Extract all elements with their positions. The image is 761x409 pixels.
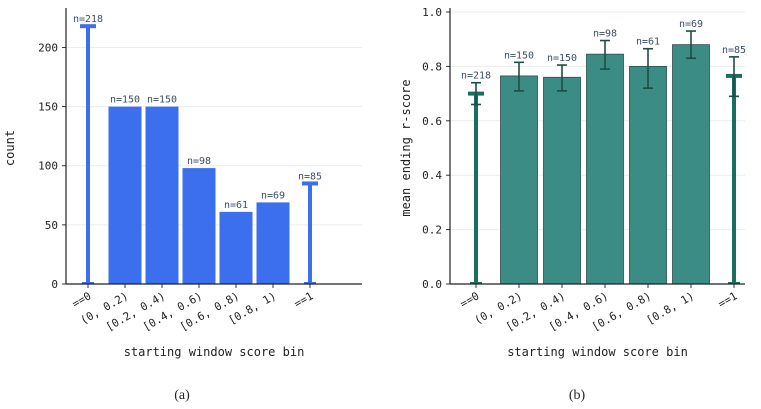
bar	[543, 76, 581, 285]
y-tick-label: 1.0	[422, 6, 442, 19]
panel-label: (a)	[174, 388, 190, 403]
data-label: n=150	[147, 95, 177, 106]
bar	[145, 106, 179, 284]
bar	[182, 168, 216, 284]
y-tick-label: 0	[51, 278, 58, 291]
data-label: n=218	[73, 14, 103, 25]
x-tick-label: ==0	[70, 289, 94, 310]
bar	[256, 202, 290, 284]
data-label: n=150	[110, 95, 140, 106]
y-tick-label: 200	[38, 41, 58, 54]
data-label: n=98	[187, 156, 211, 167]
x-axis-title: starting window score bin	[507, 345, 688, 359]
data-label: n=150	[504, 50, 534, 61]
x-axis-title: starting window score bin	[124, 345, 305, 359]
y-tick-label: 0.4	[422, 169, 442, 182]
x-tick-label: ==1	[716, 289, 740, 310]
panel-label: (b)	[569, 388, 586, 403]
bar	[308, 183, 312, 284]
bar	[474, 93, 478, 284]
y-tick-label: 0.8	[422, 60, 442, 73]
x-tick-label: ==0	[458, 289, 482, 310]
data-label: n=61	[636, 37, 660, 48]
bar	[586, 53, 624, 285]
y-tick-label: 0.6	[422, 115, 442, 128]
x-tick-label: ==1	[292, 289, 316, 310]
bar	[86, 26, 90, 284]
data-label: n=61	[224, 200, 248, 211]
y-tick-label: 150	[38, 101, 58, 114]
x-tick-label: [0.8, 1)	[644, 289, 696, 327]
y-axis-title: mean ending r-score	[399, 79, 413, 216]
y-tick-label: 0.2	[422, 224, 442, 237]
bar	[108, 106, 142, 284]
bar	[672, 44, 710, 285]
y-tick-label: 50	[45, 219, 58, 232]
data-label: n=150	[547, 53, 577, 64]
y-tick-label: 100	[38, 160, 58, 173]
data-label: n=85	[722, 45, 746, 56]
data-label: n=218	[461, 71, 491, 82]
y-axis-title: count	[3, 130, 17, 166]
bar	[500, 75, 538, 285]
bar	[219, 211, 253, 284]
data-label: n=69	[261, 190, 285, 201]
data-label: n=98	[593, 29, 617, 40]
bar	[629, 66, 667, 285]
data-label: n=69	[679, 19, 703, 30]
y-tick-label: 0.0	[422, 278, 442, 291]
bar	[732, 75, 736, 284]
data-label: n=85	[298, 171, 322, 182]
